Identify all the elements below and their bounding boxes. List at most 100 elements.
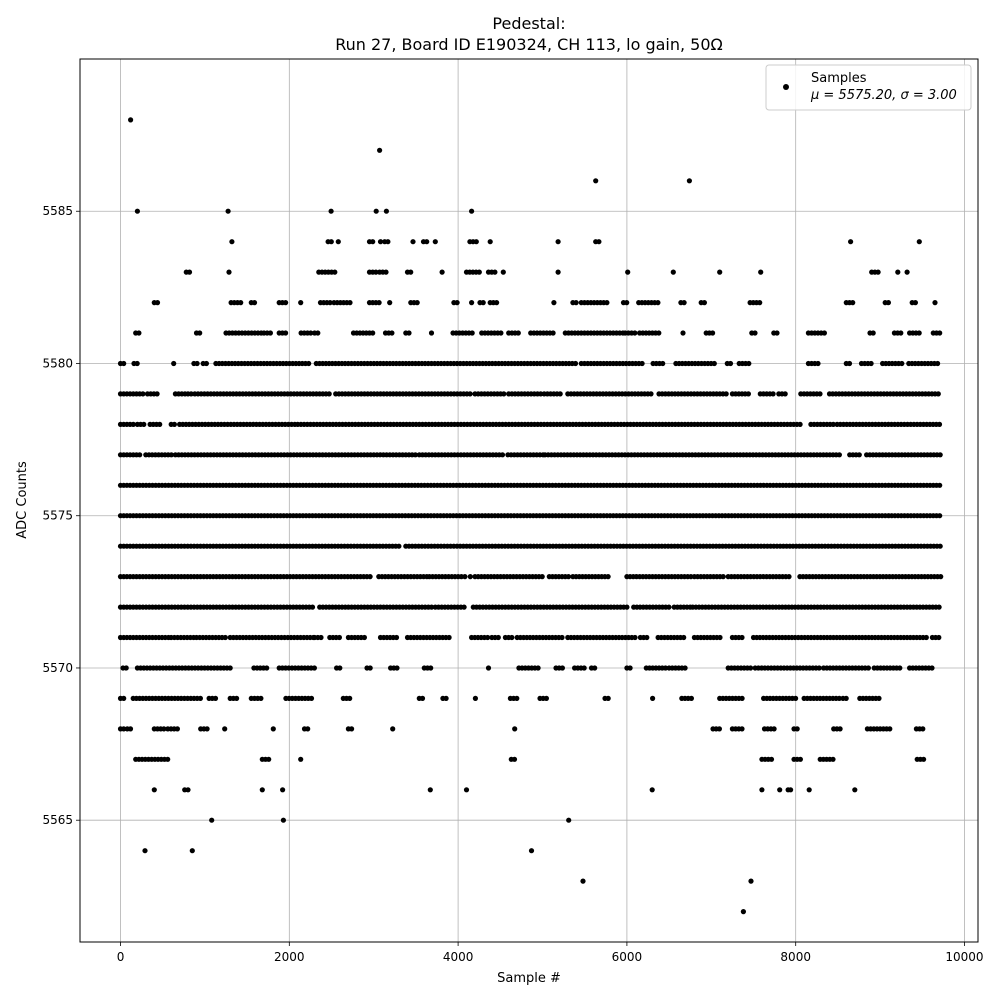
data-point	[650, 695, 656, 702]
data-point	[592, 665, 598, 671]
data-point	[154, 391, 160, 397]
data-point	[361, 634, 367, 641]
data-point	[194, 360, 200, 367]
data-point	[283, 330, 289, 336]
data-point	[134, 208, 140, 214]
data-point	[226, 269, 232, 275]
data-point	[921, 756, 927, 762]
data-point	[467, 391, 473, 397]
data-point	[267, 330, 273, 336]
data-point	[821, 330, 828, 336]
data-point	[739, 726, 745, 732]
data-point	[203, 360, 209, 367]
data-point	[127, 726, 134, 732]
data-point	[204, 726, 210, 732]
data-point	[467, 574, 473, 580]
data-point	[596, 239, 602, 245]
data-point	[137, 452, 143, 458]
data-point	[463, 787, 470, 793]
data-point	[836, 452, 843, 458]
data-point	[485, 634, 491, 641]
data-point	[234, 695, 240, 702]
data-point	[498, 330, 504, 336]
data-point	[429, 604, 435, 610]
data-point	[720, 574, 726, 580]
data-point	[565, 574, 572, 580]
data-point	[782, 391, 788, 397]
legend-marker	[783, 84, 789, 90]
data-point	[259, 787, 265, 793]
data-point	[935, 391, 941, 397]
data-point	[632, 330, 638, 336]
data-point	[797, 756, 804, 762]
data-point	[816, 665, 822, 671]
data-point	[414, 300, 420, 306]
data-point	[581, 665, 587, 671]
data-point	[777, 787, 783, 793]
data-point	[428, 665, 434, 671]
data-point	[771, 726, 777, 732]
data-point	[298, 300, 304, 306]
data-point	[639, 360, 645, 367]
data-point	[701, 300, 708, 306]
data-point	[410, 239, 416, 245]
data-point	[627, 665, 633, 671]
data-point	[151, 787, 157, 793]
x-tick-label: 0	[117, 950, 125, 964]
data-point	[311, 665, 317, 671]
data-point	[370, 239, 376, 245]
data-point	[625, 269, 631, 275]
data-point	[710, 330, 716, 336]
data-point	[373, 269, 379, 275]
data-point	[134, 360, 140, 367]
data-point	[717, 634, 723, 641]
data-point	[347, 300, 353, 306]
data-point	[189, 848, 195, 854]
data-point	[209, 817, 215, 823]
data-point	[817, 391, 823, 397]
data-point	[377, 147, 383, 153]
data-point	[875, 269, 881, 275]
data-point	[419, 695, 426, 702]
data-point	[446, 634, 452, 641]
data-point	[936, 634, 942, 641]
data-point	[727, 360, 734, 367]
data-point	[280, 817, 286, 823]
data-point	[856, 452, 862, 458]
data-point	[337, 665, 343, 671]
data-point	[238, 300, 244, 306]
data-point	[648, 391, 654, 397]
data-point	[937, 452, 943, 458]
data-point	[868, 360, 874, 367]
data-point	[551, 300, 557, 306]
data-point	[390, 726, 396, 732]
data-point	[492, 269, 498, 275]
data-point	[174, 726, 180, 732]
data-point	[920, 726, 926, 732]
legend-stats-sigma: σ = 3.00	[900, 88, 956, 103]
data-point	[212, 695, 219, 702]
data-point	[439, 269, 445, 275]
data-point	[739, 695, 745, 702]
data-point	[681, 634, 687, 641]
data-point	[171, 360, 177, 367]
data-point	[837, 726, 843, 732]
data-point	[748, 665, 754, 671]
legend-stats: μ = 5575.20, σ = 3.00	[810, 88, 957, 103]
data-point	[469, 300, 475, 306]
data-point	[385, 239, 391, 245]
data-point	[258, 695, 264, 702]
legend-label: Samples	[811, 71, 867, 86]
data-point	[936, 604, 942, 610]
data-point	[389, 330, 395, 336]
data-point	[895, 269, 901, 275]
x-tick-label: 10000	[945, 950, 983, 964]
data-point	[336, 634, 342, 641]
data-point	[514, 695, 520, 702]
data-point	[309, 604, 316, 610]
data-point	[557, 391, 563, 397]
data-point	[123, 665, 129, 671]
y-tick-label: 5575	[42, 509, 73, 523]
data-point	[850, 300, 856, 306]
